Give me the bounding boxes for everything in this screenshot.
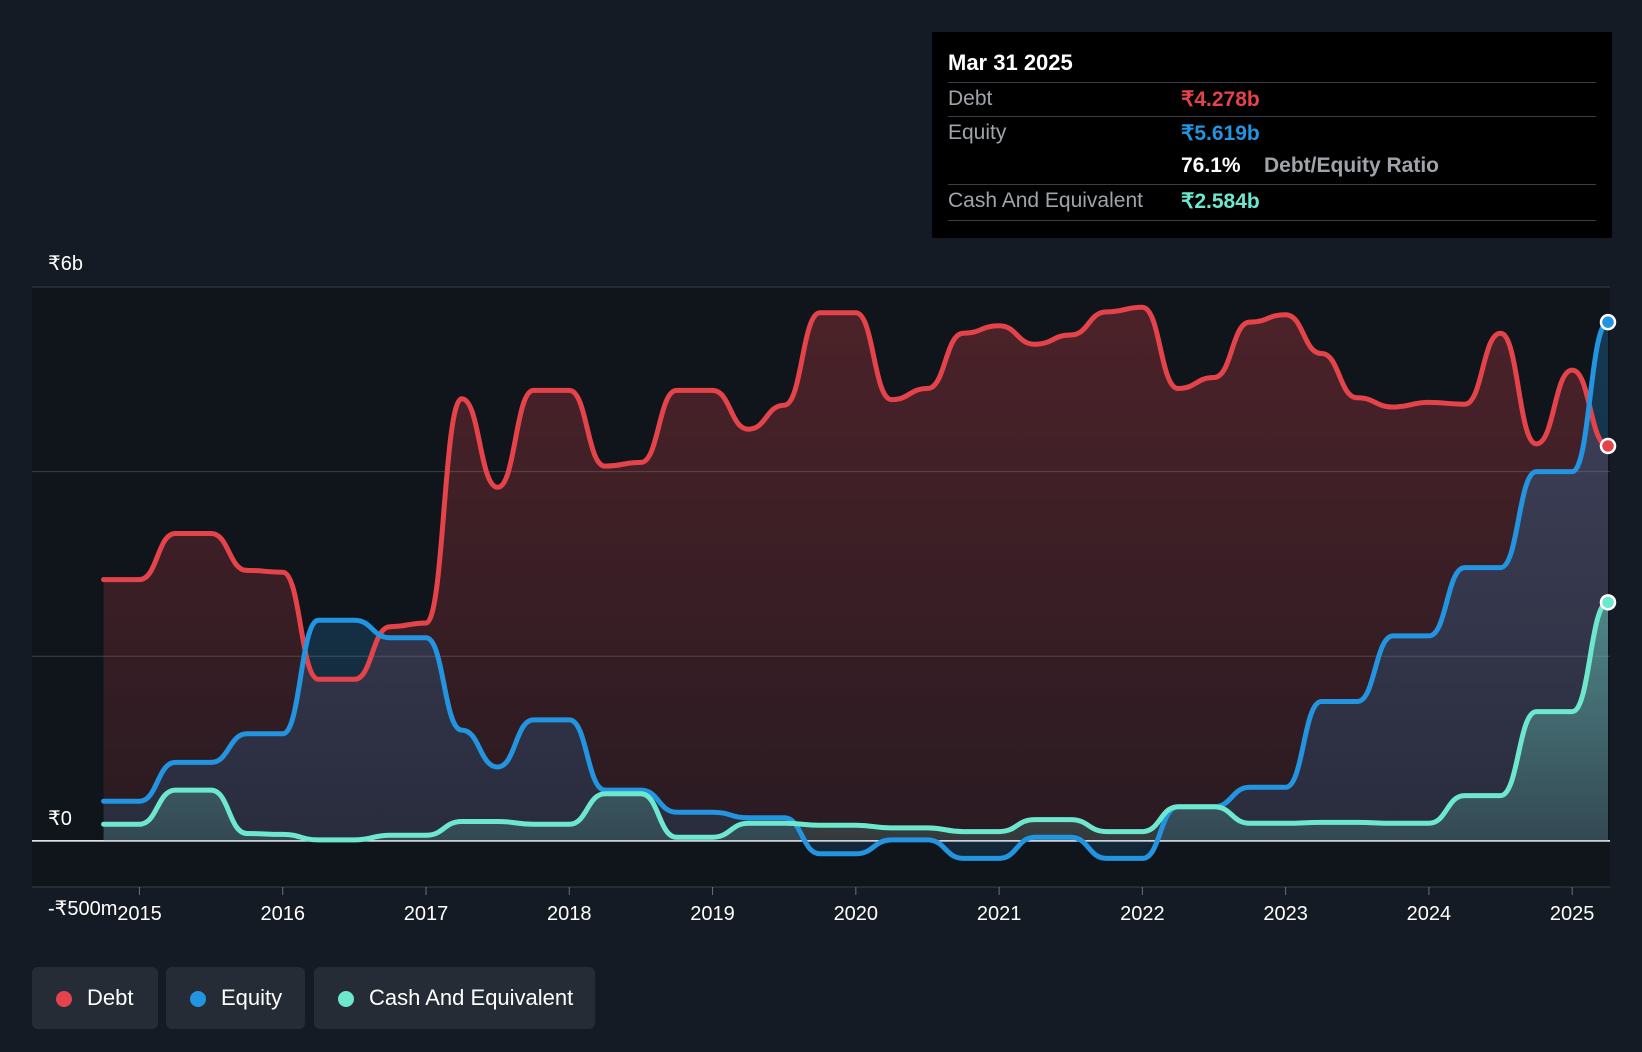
tooltip-cash-label: Cash And Equivalent [948, 189, 1143, 212]
y-axis-labels: ₹6b ₹0 -₹500m [48, 253, 117, 920]
tooltip-row-equity: Equity ₹5.619b [948, 116, 1596, 150]
legend-label-cash: Cash And Equivalent [369, 985, 574, 1010]
x-tick-label: 2022 [1120, 903, 1165, 925]
legend-label-debt: Debt [87, 985, 134, 1010]
tooltip-ratio-label: Debt/Equity Ratio [1264, 154, 1440, 177]
line-equity [101, 319, 1611, 861]
tooltip-ratio-value: 76.1% [1181, 154, 1241, 177]
legend-dot-equity [190, 991, 206, 1007]
line-debt [101, 304, 1611, 682]
end-point-debt [1599, 437, 1617, 455]
tooltip-row-cash: Cash And Equivalent ₹2.584b [948, 184, 1596, 218]
x-tick-label: 2024 [1407, 903, 1452, 925]
x-tick-label: 2025 [1550, 903, 1595, 925]
tooltip-cash-value: ₹2.584b [1181, 190, 1260, 213]
line-cash [101, 599, 1611, 843]
end-point-equity [1599, 313, 1617, 331]
series-areas [103, 307, 1609, 859]
tooltip-row-debt: Debt ₹4.278b [948, 82, 1596, 116]
legend-item-cash[interactable]: Cash And Equivalent [314, 967, 595, 1029]
tooltip-row-ratio: 76.1% Debt/Equity Ratio [948, 150, 1596, 183]
y-tick-label: ₹6b [48, 253, 83, 275]
legend-label-equity: Equity [221, 985, 283, 1010]
x-tick-label: 2023 [1263, 903, 1308, 925]
tooltip-divider [948, 220, 1596, 221]
tooltip-equity-value: ₹5.619b [1181, 122, 1260, 145]
tooltip-panel: Mar 31 2025 Debt ₹4.278b Equity ₹5.619b … [932, 32, 1612, 238]
x-tick-label: 2017 [404, 903, 449, 925]
x-tick-label: 2015 [117, 903, 162, 925]
area-debt [103, 307, 1609, 841]
y-tick-label: -₹500m [48, 898, 117, 920]
legend-item-equity[interactable]: Equity [166, 967, 305, 1029]
x-tick-label: 2018 [547, 903, 592, 925]
x-tick-label: 2021 [977, 903, 1022, 925]
x-tick-label: 2020 [834, 903, 879, 925]
x-axis-ticks: 2015 2016 2017 2018 2019 2020 2021 2022 2023 2024… [117, 887, 1594, 925]
x-tick-label: 2016 [260, 903, 305, 925]
y-tick-label: ₹0 [48, 808, 72, 830]
legend-dot-cash [338, 991, 354, 1007]
tooltip-debt-label: Debt [948, 87, 993, 110]
tooltip-date: Mar 31 2025 [948, 50, 1073, 75]
x-tick-label: 2019 [690, 903, 735, 925]
area-cash [103, 602, 1609, 841]
end-markers [1599, 313, 1617, 611]
end-point-cash [1599, 594, 1617, 611]
legend-item-debt[interactable]: Debt [32, 967, 158, 1029]
legend-dot-debt [56, 991, 72, 1007]
tooltip-equity-label: Equity [948, 121, 1007, 144]
series-lines [101, 304, 1611, 861]
tooltip-debt-value: ₹4.278b [1181, 88, 1260, 111]
